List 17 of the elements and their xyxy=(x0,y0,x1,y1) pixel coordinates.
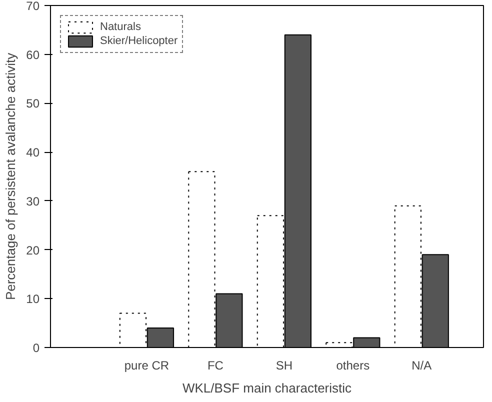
legend-label: Naturals xyxy=(100,21,141,33)
legend-label: Skier/Helicopter xyxy=(100,35,178,47)
x-tick-label: SH xyxy=(276,358,293,372)
y-tick-label: 0 xyxy=(32,341,40,355)
y-tick-label: 70 xyxy=(26,0,40,13)
x-tick-label: N/A xyxy=(412,358,432,372)
y-tick-label: 10 xyxy=(26,292,40,306)
y-tick-label: 50 xyxy=(26,96,40,111)
x-axis-title: WKL/BSF main characteristic xyxy=(182,380,352,396)
y-tick-label: 60 xyxy=(26,48,40,62)
x-tick-label: pure CR xyxy=(124,358,170,372)
y-tick-label: 20 xyxy=(26,243,40,258)
y-axis-title: Percentage of persistent avalanche activity xyxy=(3,52,18,300)
x-tick-label: FC xyxy=(207,358,224,372)
x-tick-label: others xyxy=(336,358,370,372)
y-tick-label: 30 xyxy=(26,194,40,208)
y-tick-label: 40 xyxy=(26,146,40,160)
